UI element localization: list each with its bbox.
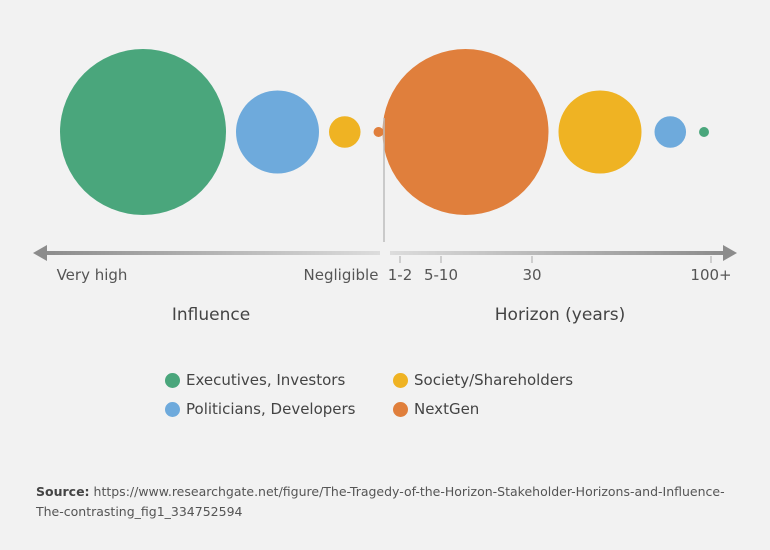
legend-label: Society/Shareholders	[414, 371, 574, 389]
tick-label-very-high: Very high	[56, 266, 128, 284]
legend-item-politicians: Politicians, Developers	[165, 400, 356, 418]
source-label: Source:	[36, 484, 90, 499]
left-arrowhead	[33, 245, 47, 261]
bubble-politicians-developers	[236, 90, 319, 174]
tick-label-1-2: 1-2	[387, 266, 413, 284]
legend-item-society: Society/Shareholders	[393, 371, 573, 389]
tick-label-negligible: Negligible	[303, 266, 379, 284]
bubble-society-shareholders	[329, 116, 361, 148]
source-note: Source: https://www.researchgate.net/fig…	[36, 482, 736, 522]
bubble-executives-investors	[699, 127, 710, 137]
bubble-society-shareholders	[558, 90, 642, 174]
legend-dot	[165, 401, 180, 417]
horizon-axis-title: Horizon (years)	[494, 305, 626, 325]
right-arrowhead	[723, 245, 737, 261]
legend-item-nextgen: NextGen	[393, 400, 479, 418]
legend-dot	[165, 372, 180, 388]
bubble-nextgen	[373, 127, 384, 137]
bubble-politicians-developers	[654, 116, 687, 148]
tick-label-100: 100+	[690, 266, 732, 284]
bubble-executives-investors	[60, 49, 226, 215]
tick-label-5-10: 5-10	[423, 266, 459, 284]
legend-dot	[393, 401, 408, 417]
tick-label-30: 30	[522, 266, 542, 284]
legend-label: Executives, Investors	[186, 371, 346, 389]
influence-axis-title: Influence	[171, 305, 251, 325]
legend-label: Politicians, Developers	[186, 400, 356, 418]
influence-axis-line	[44, 251, 380, 255]
bubble-nextgen	[382, 49, 549, 215]
legend-item-executives: Executives, Investors	[165, 371, 345, 389]
legend-label: NextGen	[414, 400, 480, 418]
horizon-axis-line	[390, 251, 725, 255]
source-url: https://www.researchgate.net/figure/The-…	[36, 484, 725, 519]
legend-dot	[393, 372, 408, 388]
